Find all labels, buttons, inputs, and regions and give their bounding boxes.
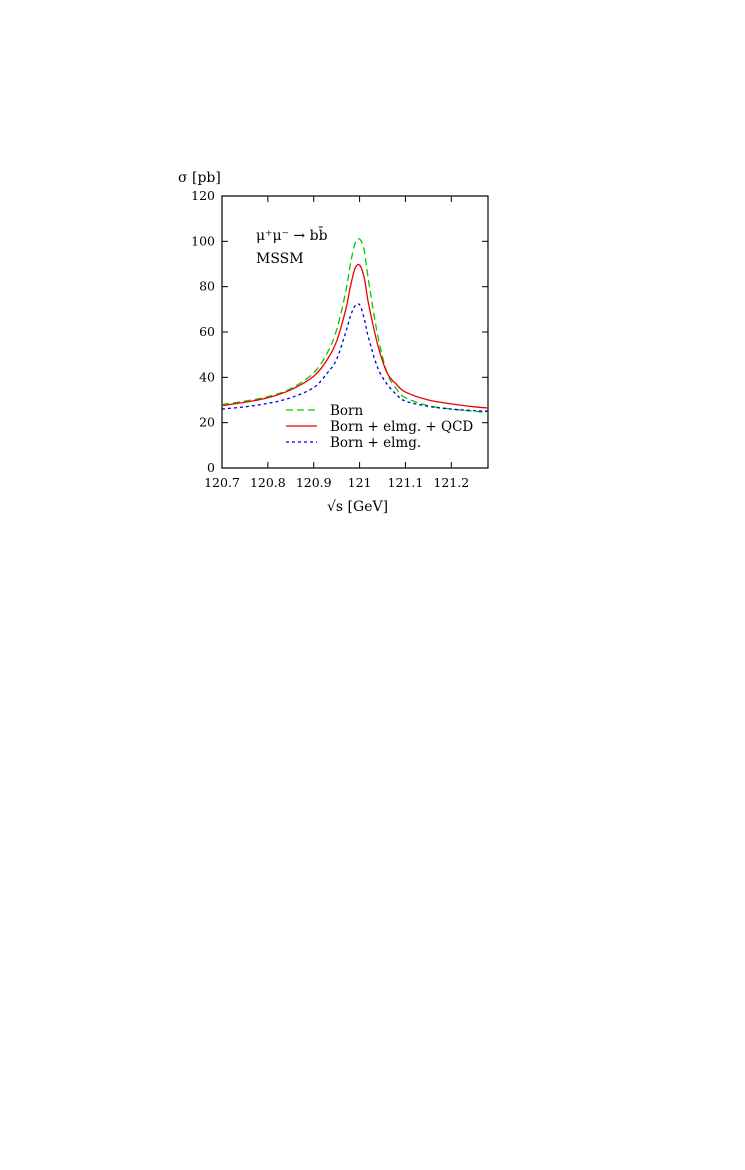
x-tick-label: 121: [348, 475, 372, 490]
x-tick-label: 121.2: [433, 475, 469, 490]
legend-label-3: Born + elmg.: [330, 435, 421, 451]
series-lines: [222, 238, 488, 414]
x-axis-label: √s [GeV]: [327, 499, 388, 515]
y-tick-label: 40: [199, 369, 215, 384]
series-line-1: [222, 238, 488, 414]
legend-label-1: Born: [330, 403, 364, 419]
x-tick-label: 121.1: [388, 475, 424, 490]
model-annotation: MSSM: [256, 251, 304, 267]
y-tick-label: 60: [199, 324, 215, 339]
y-tick-label: 100: [191, 233, 215, 248]
axis-ticks: [221, 195, 488, 469]
y-tick-label: 80: [199, 279, 215, 294]
process-annotation: μ⁺μ⁻ → bb̄: [256, 226, 328, 244]
legend-label-2: Born + elmg. + QCD: [330, 419, 473, 435]
y-tick-label: 20: [199, 415, 215, 430]
y-axis-label: σ [pb]: [178, 170, 221, 186]
series-line-2: [222, 263, 488, 409]
y-tick-label: 0: [207, 460, 215, 475]
series-line-3: [222, 303, 488, 412]
x-tick-label: 120.9: [296, 475, 332, 490]
x-tick-label: 120.8: [250, 475, 286, 490]
x-tick-label: 120.7: [204, 475, 240, 490]
y-tick-label: 120: [191, 188, 215, 203]
tick-labels: 0 20 40 60 80 100 120 120.7 120.8 120.9 121 121.1 12…: [191, 188, 469, 490]
